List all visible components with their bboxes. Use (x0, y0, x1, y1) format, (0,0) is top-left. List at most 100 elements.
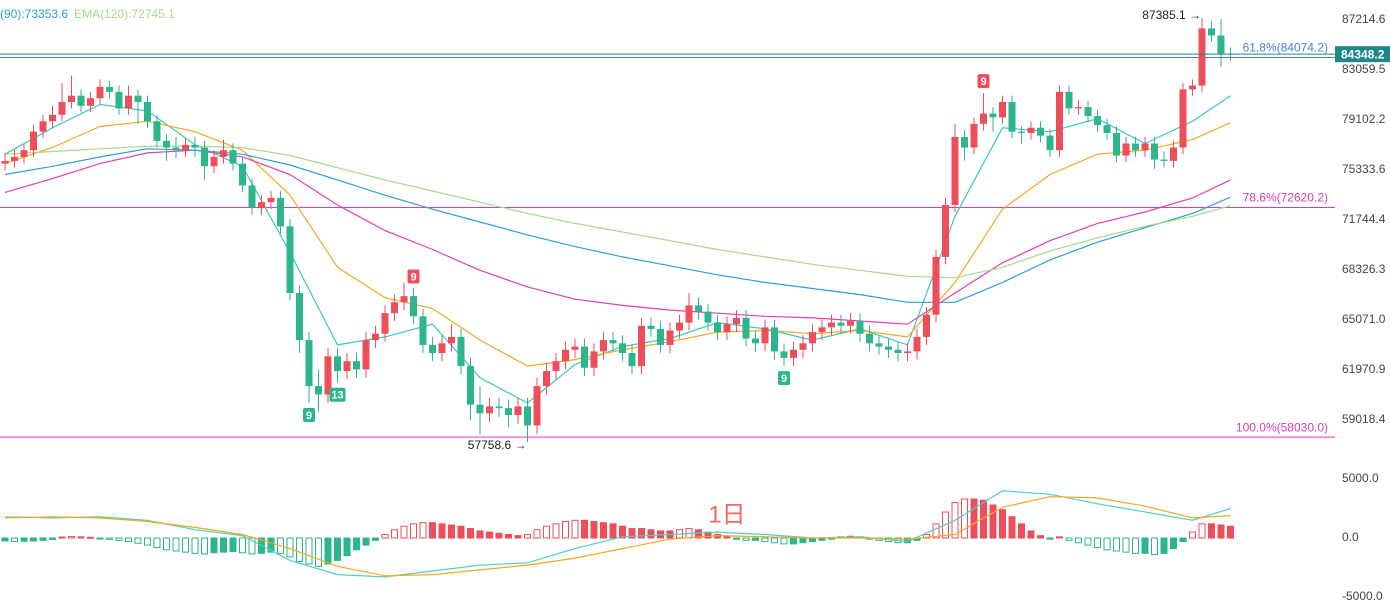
macd-dif-line (4, 490, 1231, 578)
macd-bar (20, 537, 28, 542)
candle-body (1094, 116, 1101, 126)
candle-body (666, 330, 674, 345)
candle-body (106, 86, 113, 92)
y-tick-label: 71744.4 (1342, 212, 1386, 226)
macd-bar (1008, 516, 1016, 539)
macd-bar (419, 522, 427, 539)
candle-body (828, 322, 835, 328)
macd-bar (571, 519, 579, 539)
macd-bar (115, 537, 123, 541)
candle-body (1075, 107, 1082, 109)
macd-bar (761, 537, 769, 543)
candle-body (1027, 127, 1035, 133)
macd-bar (989, 504, 997, 539)
macd-bar (723, 536, 731, 539)
candle-body (1084, 107, 1092, 117)
candle-body (58, 101, 66, 115)
macd-bar (153, 537, 161, 548)
candle-body (951, 136, 959, 205)
candle-body (49, 114, 56, 122)
td-mark (407, 269, 420, 284)
candle-body (695, 305, 702, 312)
candle-body (39, 121, 47, 132)
candle-body (733, 317, 740, 325)
candle-body (239, 163, 246, 186)
candle-body (932, 256, 940, 315)
candle-body (1217, 35, 1225, 54)
macd-bar (1075, 537, 1082, 544)
candle-body (600, 340, 607, 352)
y-tick-label: 59018.4 (1342, 412, 1386, 426)
y-tick-label: 79102.2 (1342, 112, 1386, 126)
macd-bar (647, 529, 655, 539)
candle-body (467, 366, 474, 405)
candle-body (1056, 91, 1063, 151)
macd-bar (77, 536, 85, 539)
macd-bar (315, 537, 322, 567)
macd-bar (1132, 537, 1139, 554)
candle-body (305, 340, 313, 387)
candle-body (1103, 125, 1111, 133)
candle-body (11, 156, 18, 161)
candle-body (1151, 143, 1158, 160)
macd-bar (638, 528, 645, 539)
macd-bar (999, 509, 1006, 539)
candle-body (761, 327, 769, 344)
candle-body (191, 144, 199, 148)
candle-body (296, 293, 303, 341)
fib-label: 100.0%(58030.0) (1236, 420, 1328, 434)
candle-body (1208, 28, 1215, 36)
td-mark (329, 387, 346, 402)
candle-body (562, 349, 569, 362)
macd-bar (495, 532, 503, 539)
macd-bar (1170, 537, 1177, 550)
macd-bar (799, 537, 807, 544)
macd-bar (134, 537, 142, 544)
macd-bar (96, 537, 104, 540)
candle-body (229, 150, 237, 164)
macd-bar (372, 537, 379, 541)
candle-body (657, 328, 664, 345)
candle-body (20, 150, 28, 157)
candle-body (628, 353, 636, 367)
candle-body (315, 386, 322, 395)
candle-body (989, 113, 997, 118)
td-label: 9 (306, 410, 312, 422)
candle-body (875, 343, 883, 347)
candle-body (68, 95, 75, 102)
macd-bar (305, 537, 313, 565)
macd-bar (220, 537, 227, 553)
macd-bar (790, 537, 797, 545)
candle-body (961, 136, 968, 148)
candle-body (923, 314, 930, 337)
macd-bar (1198, 523, 1206, 539)
macd-bar (448, 524, 455, 539)
candle-body (400, 296, 408, 303)
candle-body (457, 336, 465, 367)
macd-bar (172, 537, 180, 552)
candle-body (448, 336, 455, 344)
macd-bar (1179, 537, 1187, 543)
candle-body (429, 344, 436, 354)
macd-bar (581, 519, 588, 539)
macd-bar (923, 533, 930, 539)
macd-bar (39, 537, 47, 541)
macd-bar (1141, 537, 1149, 554)
candle-body (590, 351, 598, 368)
macd-bar (106, 537, 113, 540)
candle-body (153, 121, 161, 141)
candle-body (210, 156, 218, 167)
macd-bar (1046, 537, 1054, 540)
macd-bar (628, 528, 636, 539)
macd-bar (343, 537, 351, 557)
candle-body (913, 336, 921, 352)
macd-bar (429, 522, 436, 539)
macd-bar (58, 536, 66, 539)
candle-body (1141, 143, 1149, 151)
candle-body (904, 351, 911, 354)
candle-body (419, 316, 427, 345)
macd-bar (457, 525, 465, 539)
candle-body (571, 346, 579, 350)
candle-body (676, 322, 683, 331)
macd-bar (353, 537, 360, 551)
